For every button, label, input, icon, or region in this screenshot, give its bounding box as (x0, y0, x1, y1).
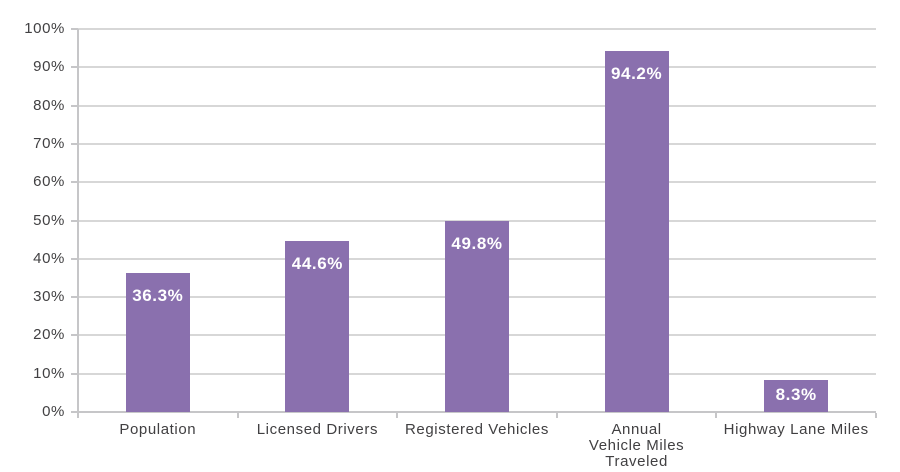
y-tick-mark (71, 296, 78, 299)
x-tick-mark (396, 413, 399, 418)
x-tick-mark (77, 413, 79, 418)
y-tick-label: 60% (33, 173, 65, 191)
y-tick-label: 10% (33, 364, 65, 382)
y-tick-mark (71, 334, 78, 337)
y-tick-label: 80% (33, 96, 65, 114)
x-tick-mark (875, 413, 877, 418)
gridline (78, 181, 876, 184)
y-tick-label: 40% (33, 249, 65, 267)
bar: 44.6% (285, 241, 350, 412)
y-tick-mark (71, 219, 78, 222)
bar: 94.2% (604, 51, 669, 412)
y-tick-label: 70% (33, 134, 65, 152)
y-tick-mark (71, 142, 78, 145)
y-tick-label: 30% (33, 288, 65, 306)
bar-value-label: 49.8% (451, 234, 503, 254)
category-label: Highway Lane Miles (723, 421, 869, 438)
y-tick-mark (71, 28, 78, 30)
bar: 36.3% (125, 272, 190, 412)
x-tick-mark (555, 413, 558, 418)
category-label: Registered Vehicles (404, 421, 549, 438)
y-tick-label: 90% (33, 58, 65, 76)
y-tick-mark (71, 66, 78, 69)
bar-value-label: 44.6% (291, 254, 343, 274)
y-tick-mark (71, 257, 78, 260)
y-tick-mark (71, 181, 78, 184)
x-tick-mark (236, 413, 239, 418)
gridline (78, 28, 876, 30)
y-tick-mark (71, 104, 78, 107)
x-axis-line (77, 411, 876, 413)
category-label: Annual Vehicle Miles Traveled (588, 421, 685, 470)
bar-value-label: 8.3% (775, 385, 817, 405)
bar: 49.8% (445, 221, 509, 412)
y-axis-line (77, 29, 79, 413)
y-tick-label: 0% (42, 403, 65, 420)
category-label: Licensed Drivers (256, 421, 379, 438)
category-label: Population (119, 421, 197, 438)
y-tick-mark (71, 411, 78, 413)
bar-value-label: 36.3% (132, 285, 184, 305)
y-tick-mark (71, 372, 78, 375)
y-tick-label: 20% (33, 326, 65, 344)
gridline (78, 66, 876, 69)
y-tick-label: 50% (33, 211, 65, 229)
gridline (78, 219, 876, 222)
x-tick-mark (715, 413, 718, 418)
gridline (78, 104, 876, 107)
y-tick-label: 100% (24, 20, 65, 37)
gridline (78, 142, 876, 145)
bar: 8.3% (764, 380, 829, 412)
bar-value-label: 94.2% (610, 64, 663, 84)
